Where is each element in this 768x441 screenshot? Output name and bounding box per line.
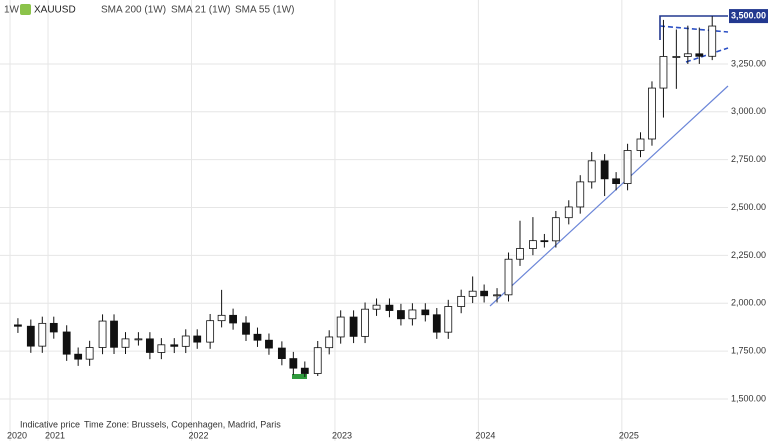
y-tick-label: 2,250.00 [731, 250, 766, 260]
candle-body [408, 309, 417, 320]
y-tick-label: 2,750.00 [731, 154, 766, 164]
candle-body [516, 248, 524, 260]
candle-body [242, 322, 250, 335]
candle-body [170, 344, 179, 347]
y-tick-label: 1,750.00 [731, 345, 766, 355]
candle-body [277, 347, 286, 359]
candle-body [397, 310, 405, 320]
candle-body [121, 338, 130, 348]
candle-body [695, 53, 704, 57]
candle-body [623, 150, 632, 185]
candle-body [193, 335, 202, 343]
x-tick-label: 2020 [7, 430, 27, 440]
candle-body [26, 325, 35, 347]
candle-body [265, 339, 273, 349]
candle-body [49, 322, 58, 333]
candle-body [157, 344, 166, 353]
candle-body [349, 316, 358, 337]
x-tick-label: 2023 [332, 430, 352, 440]
x-tick-label: 2022 [188, 430, 208, 440]
candle-body [564, 206, 573, 219]
candle-body [74, 353, 83, 360]
candle-body [648, 87, 656, 140]
candle-body [361, 308, 369, 337]
candle-body [229, 314, 237, 324]
candle-body [289, 358, 298, 369]
symbol: XAUUSD [34, 5, 76, 16]
candle-body [493, 294, 501, 297]
candle-body [336, 316, 345, 338]
candle-body [98, 320, 107, 348]
candle-body [110, 320, 118, 348]
y-tick-label: 2,500.00 [731, 202, 766, 212]
plot: 1,500.00 1,750.00 2,000.00 2,250.00 2,500.00… [7, 9, 768, 440]
candle-body [540, 240, 549, 243]
y-tick-label: 2,000.00 [731, 298, 766, 308]
triangle-lower [685, 47, 729, 63]
candle-body [134, 338, 143, 341]
candle-body [206, 320, 215, 343]
symbol-icon [20, 4, 31, 15]
candle-body [636, 138, 645, 151]
candle-body [313, 347, 322, 374]
candle-body [587, 160, 596, 183]
footer-note: Indicative price [20, 419, 80, 429]
resistance-line [659, 15, 728, 40]
candle-body [480, 290, 489, 297]
footer-timezone: Time Zone: Brussels, Copenhagen, Madrid,… [84, 419, 281, 429]
trend-line [489, 85, 729, 307]
last-price-label: 3,500.00 [731, 10, 766, 20]
candle-body [38, 322, 47, 347]
last-price-box [729, 9, 768, 24]
candle-body [504, 258, 513, 296]
candle-body [385, 304, 394, 311]
annotations [292, 15, 729, 379]
x-tick-label: 2025 [619, 430, 639, 440]
candle-body [432, 314, 441, 333]
candle-body [444, 306, 453, 333]
candle-body [217, 314, 226, 322]
indicator: SMA 55 (1W) [235, 5, 294, 16]
candle-body [253, 333, 262, 341]
candle-body [14, 324, 22, 327]
candle-body [672, 56, 681, 58]
indicator: SMA 21 (1W) [171, 5, 230, 16]
candle-body [145, 338, 154, 353]
candle-body [85, 347, 94, 360]
y-tick-label: 3,000.00 [731, 106, 766, 116]
candle-body [529, 240, 537, 249]
y-tick-label: 1,500.00 [731, 393, 766, 403]
candle-body [551, 217, 560, 242]
candle-body [576, 181, 585, 208]
candle-body [325, 336, 334, 349]
candle-body [708, 25, 717, 57]
indicator: SMA 200 (1W) [101, 5, 166, 16]
candle-body [683, 53, 692, 57]
candle-body [421, 309, 430, 316]
candle-body [612, 178, 621, 185]
candle-body [372, 304, 381, 310]
candle-body [62, 331, 71, 355]
interval: 1W [4, 5, 20, 16]
triangle-upper [659, 25, 729, 33]
y-tick-label: 3,250.00 [731, 58, 766, 68]
candle-body [600, 160, 609, 180]
candle-body [181, 335, 190, 347]
candle-body [659, 56, 668, 89]
candle-body [468, 290, 477, 297]
candle-body [457, 295, 466, 307]
x-tick-label: 2024 [475, 430, 495, 440]
candle-body [300, 367, 309, 374]
x-tick-label: 2021 [45, 430, 65, 440]
low-marker [292, 374, 307, 379]
